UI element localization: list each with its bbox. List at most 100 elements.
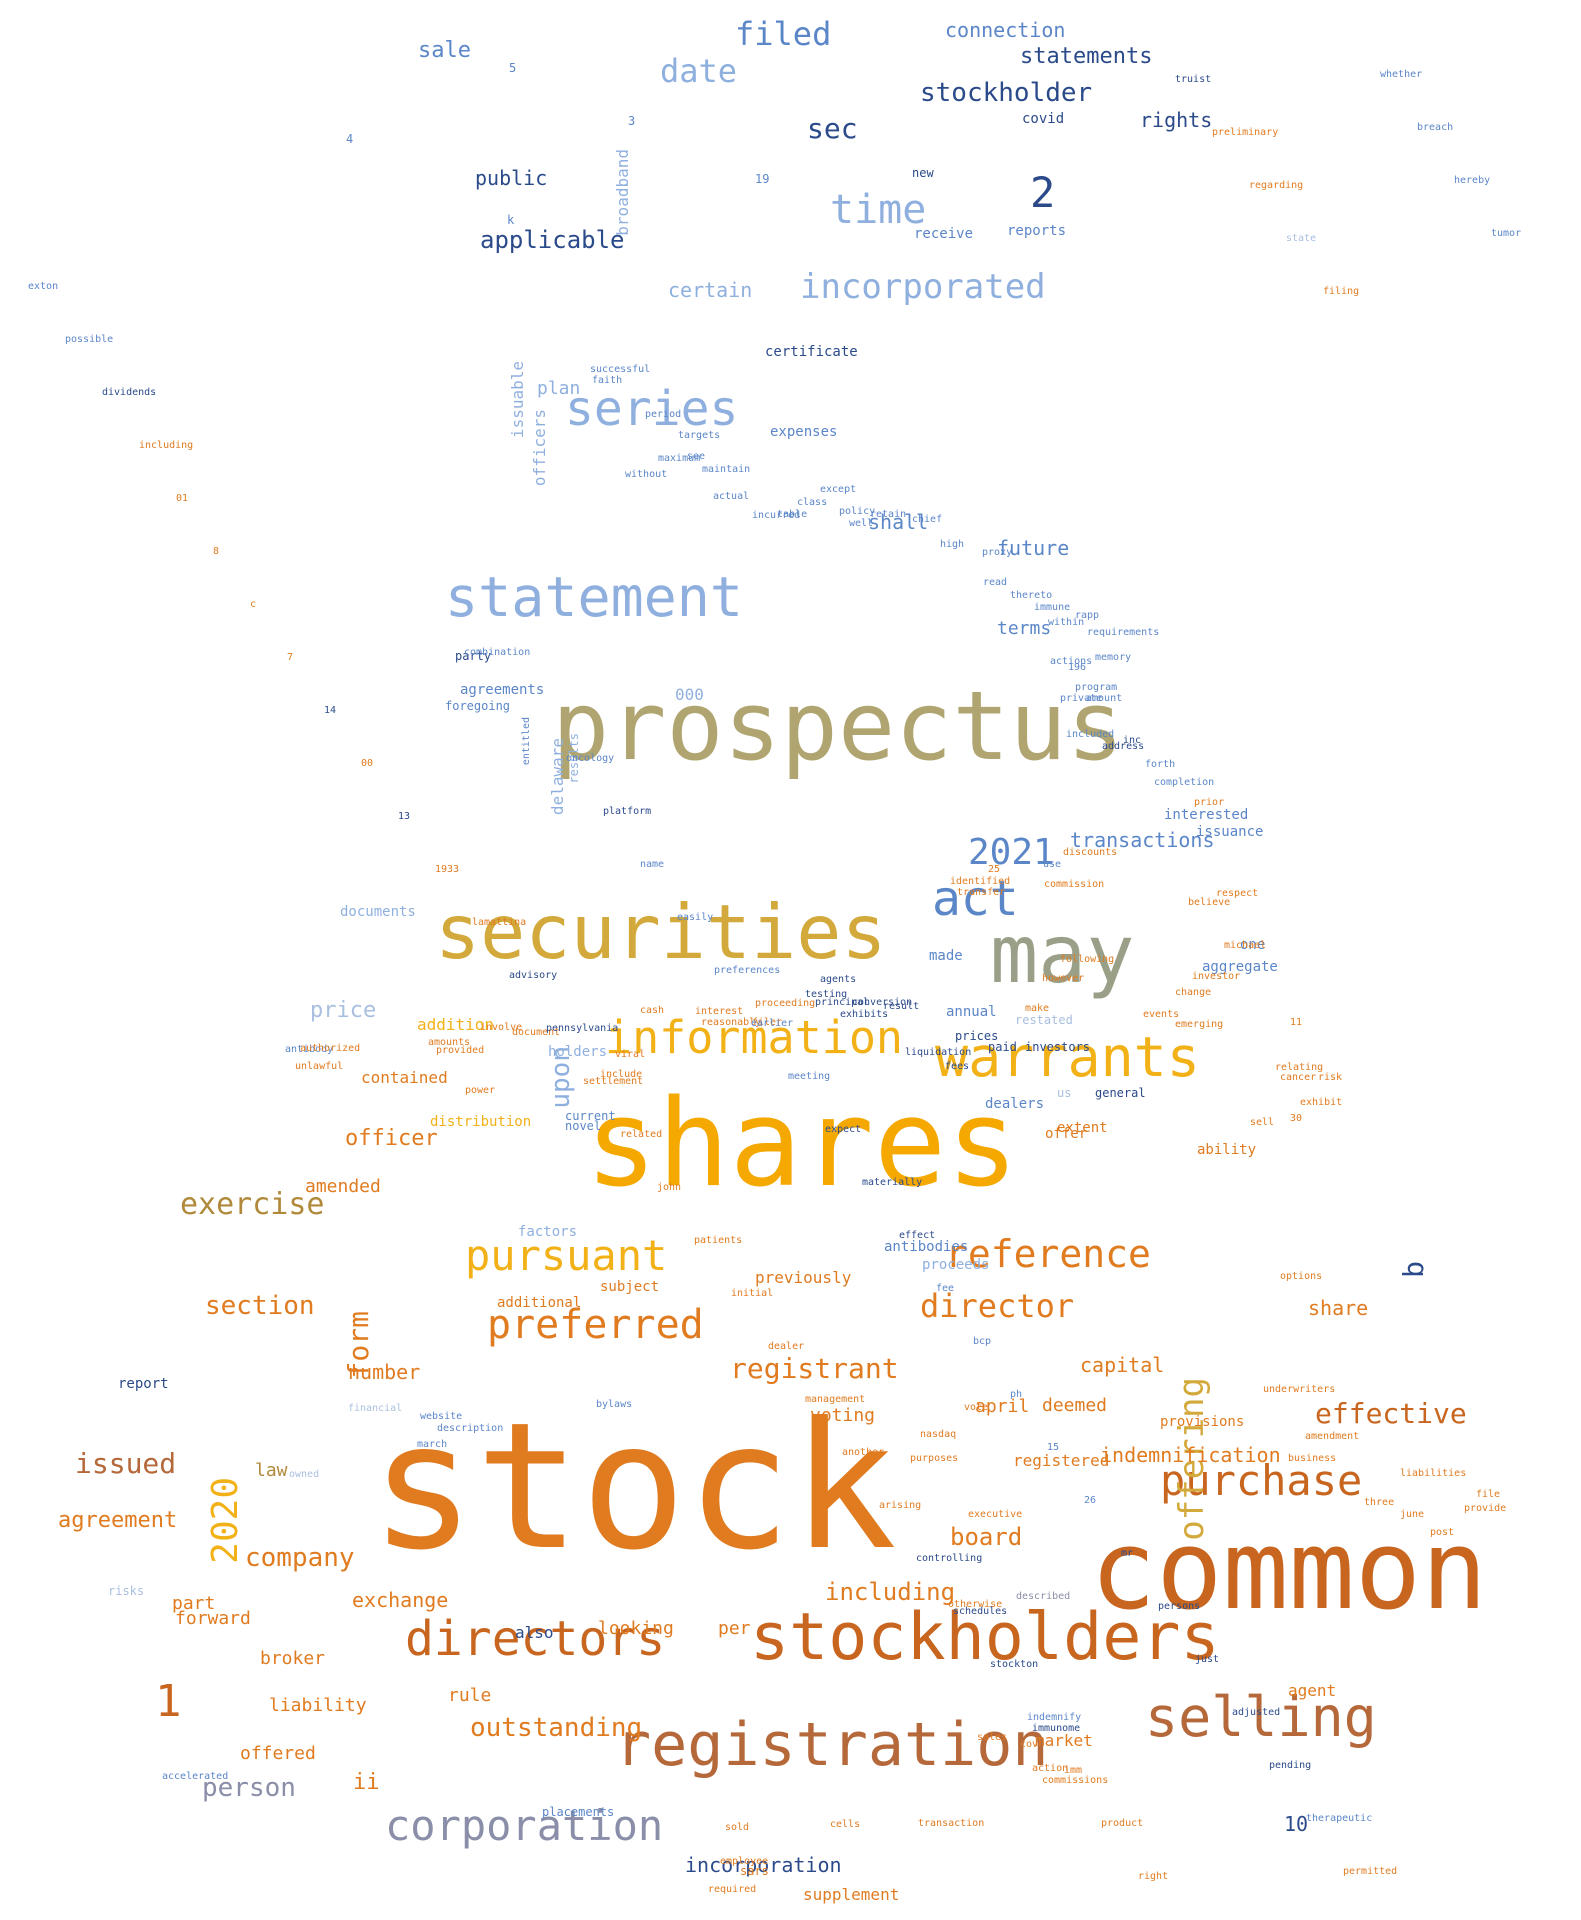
word-hereby: hereby: [1454, 175, 1491, 186]
word-part: part: [172, 1593, 216, 1614]
word-involve: involve: [480, 1022, 523, 1033]
word-certificate: certificate: [765, 344, 858, 360]
word-rights: rights: [1140, 108, 1213, 132]
word-also: also: [515, 1623, 554, 1642]
word-indemnify: indemnify: [1027, 1712, 1082, 1723]
word-3: 3: [628, 114, 636, 128]
word-three: three: [1364, 1497, 1395, 1508]
word-purchase: purchase: [1160, 1456, 1363, 1505]
word-april: april: [975, 1396, 1030, 1417]
word-preliminary: preliminary: [1212, 127, 1279, 138]
word-previously: previously: [755, 1268, 852, 1287]
word-thereto: thereto: [1010, 590, 1053, 601]
word-persons: persons: [1158, 1601, 1201, 1612]
word-nasdaq: nasdaq: [920, 1429, 957, 1440]
word-targets: targets: [678, 430, 721, 441]
word-truist: truist: [1175, 74, 1212, 85]
word-incurred: incurred: [752, 510, 801, 521]
word-us: us: [1057, 1086, 1072, 1100]
word-testing: testing: [805, 989, 848, 1000]
word-agent: agent: [1288, 1681, 1337, 1700]
word-stockton: stockton: [990, 1659, 1039, 1670]
word-state: state: [1286, 233, 1317, 244]
word-liquidation: liquidation: [905, 1047, 972, 1058]
word-vote: vote: [964, 1402, 989, 1413]
word-schedules: schedules: [953, 1606, 1008, 1617]
word-statements: statements: [1020, 44, 1153, 69]
word-change: change: [1175, 987, 1212, 998]
word-amount: amount: [1086, 693, 1123, 704]
word-amended: amended: [305, 1176, 381, 1197]
word-preferred: preferred: [487, 1302, 704, 1348]
word-immunome: immunome: [1032, 1723, 1081, 1734]
word-officers: officers: [530, 408, 549, 486]
word-faith: faith: [592, 375, 623, 386]
word-program: program: [1075, 682, 1118, 693]
word-board: board: [950, 1523, 1023, 1551]
word-pennsylvania: pennsylvania: [546, 1023, 619, 1034]
word-new: new: [912, 166, 934, 180]
word-forward: forward: [175, 1608, 251, 1629]
word-factors: factors: [518, 1224, 578, 1240]
word-expect: expect: [825, 1124, 862, 1135]
word-5: 5: [509, 61, 517, 75]
word-interest: interest: [695, 1006, 744, 1017]
word-cash: cash: [640, 1005, 665, 1016]
word-regarding: regarding: [1249, 180, 1304, 191]
word-lamattina: lamattina: [472, 917, 527, 928]
word-memory: memory: [1095, 652, 1132, 663]
word-name: name: [640, 859, 665, 870]
word-issuance: issuance: [1196, 824, 1264, 840]
word-retain: retain: [870, 509, 907, 520]
word-exhibit: exhibit: [1300, 1097, 1343, 1108]
word-oncology: oncology: [566, 753, 615, 764]
word-ph: ph: [1010, 1389, 1023, 1400]
word-advisory: advisory: [509, 970, 558, 981]
word-section: section: [205, 1291, 315, 1321]
word-actual: actual: [713, 491, 750, 502]
word-exchange: exchange: [352, 1588, 449, 1612]
word-options: options: [1280, 1271, 1323, 1282]
word-14: 14: [324, 705, 337, 716]
word-shall: shall: [868, 510, 929, 534]
word-actions: actions: [1050, 656, 1093, 667]
word-offer: offer: [1045, 1126, 1088, 1142]
word-risks: risks: [108, 1584, 145, 1598]
word-provide: provide: [1464, 1503, 1507, 1514]
word-principal: principal: [815, 997, 870, 1008]
word-fees: fees: [945, 1061, 970, 1072]
word-related: related: [620, 1129, 663, 1140]
word-registered: registered: [1013, 1451, 1110, 1470]
word-commission: commission: [1044, 879, 1105, 890]
word-exton: exton: [28, 281, 59, 292]
word-11: 11: [1290, 1017, 1303, 1028]
word-applicable: applicable: [480, 226, 625, 254]
word-believe: believe: [1188, 897, 1231, 908]
word-information: information: [605, 1011, 904, 1064]
word-current: current: [565, 1109, 616, 1123]
word-john: john: [657, 1182, 682, 1193]
word-foregoing: foregoing: [445, 699, 511, 713]
word-chief: chief: [912, 514, 943, 525]
word-market: market: [1035, 1731, 1093, 1750]
word-breach: breach: [1417, 122, 1454, 133]
word-proxy: proxy: [982, 547, 1013, 558]
word-platform: platform: [603, 806, 652, 817]
word-just: just: [1195, 1654, 1220, 1665]
word-13: 13: [398, 811, 411, 822]
word-commissions: commissions: [1042, 1775, 1109, 1786]
word-prior: prior: [1194, 797, 1225, 808]
word-placements: placements: [542, 1805, 615, 1819]
word-director: director: [920, 1287, 1075, 1325]
word-product: product: [1101, 1818, 1144, 1829]
word-per: per: [718, 1618, 751, 1639]
word-report: report: [118, 1376, 169, 1392]
word-events: events: [1143, 1009, 1180, 1020]
word-controlling: controlling: [916, 1553, 983, 1564]
word-investors: investors: [1025, 1040, 1091, 1054]
word-including: including: [139, 440, 194, 451]
word-exercise: exercise: [180, 1187, 325, 1222]
word-statement: statement: [445, 565, 744, 629]
word-reasonably: reasonably: [701, 1017, 762, 1028]
